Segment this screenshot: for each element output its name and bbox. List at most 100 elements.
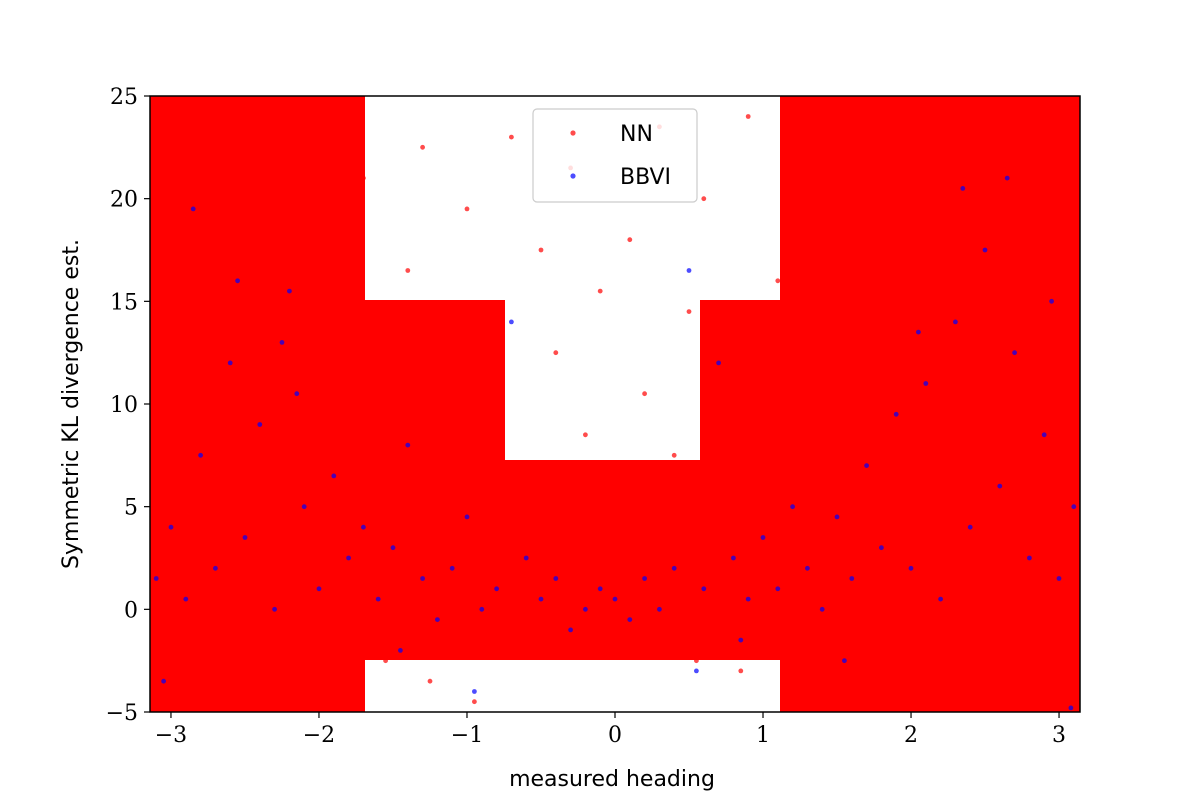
point-bbvi [279, 340, 285, 345]
nn-density-layer [150, 96, 1080, 712]
point-bbvi [287, 288, 292, 294]
point-nn [353, 565, 359, 571]
point-bbvi [916, 329, 921, 335]
point-bbvi [701, 586, 707, 592]
point-nn [916, 689, 921, 694]
point-nn [849, 103, 855, 109]
point-bbvi [775, 586, 781, 592]
point-nn [805, 494, 810, 499]
point-bbvi [494, 586, 499, 592]
point-nn [472, 699, 477, 705]
point-nn [797, 596, 803, 602]
point-nn [405, 268, 411, 273]
point-nn [834, 216, 840, 222]
point-bbvi [398, 648, 403, 653]
point-bbvi [953, 319, 958, 325]
point-nn [346, 329, 351, 335]
point-bbvi [738, 637, 744, 643]
point-bbvi [553, 576, 559, 581]
point-nn [442, 586, 448, 592]
point-nn [612, 504, 618, 510]
point-nn [420, 144, 425, 150]
point-nn [479, 555, 485, 561]
point-nn [864, 442, 869, 448]
point-nn [176, 576, 181, 581]
point-bbvi [375, 596, 381, 602]
point-bbvi [242, 535, 248, 540]
x-tick-label: 0 [608, 723, 622, 748]
point-bbvi [597, 586, 603, 592]
point-nn [1064, 535, 1069, 540]
point-nn [953, 114, 958, 119]
point-nn [583, 432, 588, 438]
x-axis: −3 −2 −1 0 1 2 3 [155, 712, 1066, 748]
point-nn [516, 648, 522, 653]
point-bbvi [694, 668, 699, 674]
point-nn [538, 247, 544, 253]
y-tick-label: −5 [106, 701, 138, 726]
point-nn [1071, 350, 1077, 356]
point-bbvi [198, 452, 204, 458]
legend-marker-nn [570, 130, 576, 136]
nn-density-left-mid [365, 300, 505, 660]
y-tick-label: 20 [110, 188, 138, 213]
point-bbvi [272, 606, 277, 612]
point-bbvi [819, 606, 825, 612]
point-nn [1012, 422, 1017, 427]
point-nn [361, 175, 366, 181]
point-bbvi [834, 514, 840, 520]
point-bbvi [1056, 576, 1062, 581]
y-tick-label: 5 [124, 496, 138, 521]
point-nn [435, 442, 440, 448]
point-bbvi [627, 617, 633, 622]
point-nn [294, 689, 300, 694]
point-bbvi [420, 576, 425, 581]
point-nn [161, 637, 167, 643]
point-nn [272, 545, 277, 551]
point-nn [338, 627, 344, 633]
point-nn [1056, 463, 1062, 468]
point-bbvi [864, 463, 869, 468]
point-bbvi [1071, 504, 1077, 510]
point-bbvi [908, 565, 914, 571]
point-nn [642, 391, 647, 397]
point-nn [560, 637, 566, 643]
point-nn [316, 103, 322, 109]
point-nn [819, 340, 825, 345]
point-nn [264, 596, 270, 602]
y-tick-label: 25 [110, 85, 138, 110]
point-bbvi [213, 565, 218, 571]
x-tick-label: 2 [904, 723, 918, 748]
point-nn [886, 565, 892, 571]
point-bbvi [583, 606, 588, 612]
point-bbvi [967, 524, 973, 530]
point-bbvi [1027, 555, 1032, 561]
point-bbvi [1004, 175, 1010, 181]
point-bbvi [168, 524, 174, 530]
point-bbvi [153, 576, 159, 581]
point-nn [213, 473, 218, 479]
legend-marker-bbvi [570, 173, 576, 179]
point-bbvi [405, 442, 411, 448]
point-nn [427, 678, 433, 684]
point-nn [383, 658, 388, 664]
point-bbvi [346, 555, 351, 561]
point-nn [301, 257, 307, 263]
point-bbvi [1049, 298, 1054, 304]
point-nn [331, 463, 337, 468]
point-bbvi [316, 586, 322, 592]
point-bbvi [190, 206, 196, 212]
point-bbvi [849, 576, 855, 581]
x-tick-label: 3 [1052, 723, 1066, 748]
point-nn [731, 360, 736, 366]
point-nn [790, 165, 795, 171]
point-bbvi [301, 504, 307, 510]
point-nn [1027, 268, 1032, 273]
y-tick-label: 0 [124, 598, 138, 623]
point-nn [982, 319, 988, 325]
point-nn [1041, 134, 1047, 140]
legend-label-bbvi: BBVI [620, 165, 671, 190]
point-bbvi [842, 658, 847, 664]
point-bbvi [716, 360, 721, 366]
point-nn [997, 186, 1003, 191]
